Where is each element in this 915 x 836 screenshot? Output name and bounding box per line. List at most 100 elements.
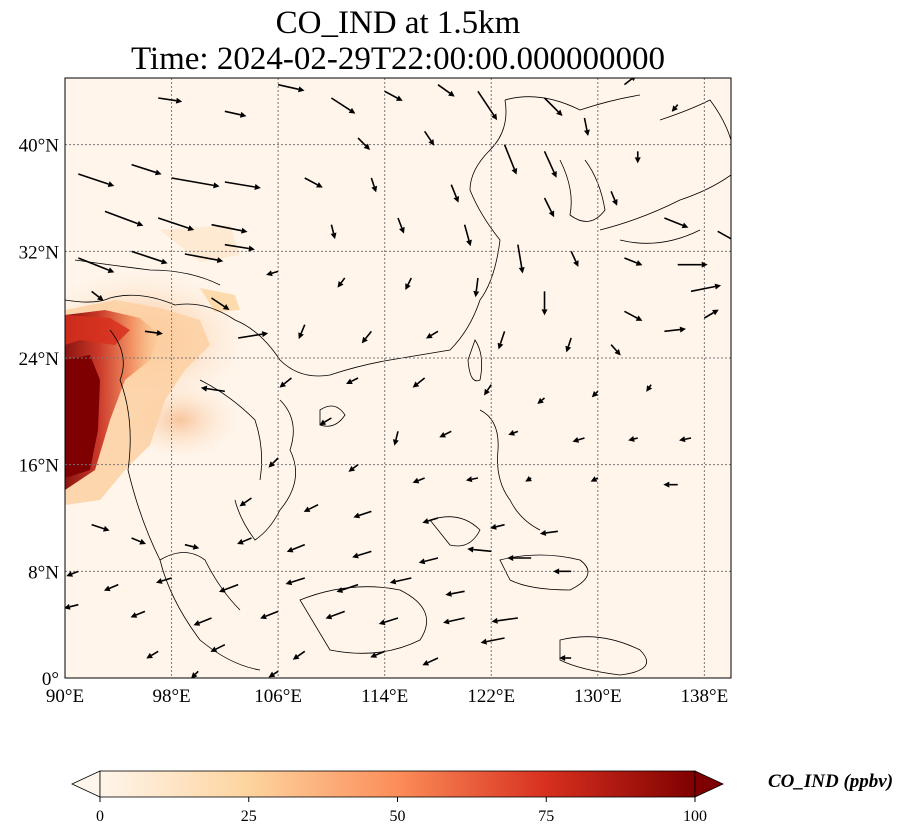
- wind-arrow: [397, 217, 405, 234]
- y-tick-label: 32°N: [19, 242, 60, 263]
- wind-arrow: [66, 570, 79, 577]
- wind-arrow: [664, 217, 689, 229]
- map-time-subtitle: Time: 2024-02-29T22:00:00.000000000: [130, 41, 666, 77]
- wind-arrow: [218, 583, 239, 593]
- wind-arrow: [348, 464, 359, 472]
- wind-arrow: [422, 517, 439, 524]
- x-tick-label: 98°E: [152, 686, 190, 707]
- wind-arrow: [541, 291, 548, 316]
- wind-arrow: [384, 90, 403, 101]
- wind-arrow: [422, 657, 439, 666]
- wind-arrow: [508, 430, 519, 436]
- wind-arrow: [361, 330, 372, 344]
- wind-arrow: [237, 537, 252, 545]
- x-tick-label: 90°E: [46, 686, 84, 707]
- wind-arrow: [412, 377, 426, 388]
- wind-arrow: [268, 670, 279, 678]
- wind-arrow: [260, 610, 279, 620]
- wind-arrow: [211, 297, 230, 310]
- wind-arrow: [352, 550, 372, 559]
- map-title: CO_IND at 1.5km: [275, 5, 521, 41]
- wind-arrow: [200, 385, 225, 393]
- wind-arrow: [565, 337, 572, 353]
- y-tick-label: 24°N: [19, 349, 60, 370]
- wind-arrow: [477, 90, 498, 121]
- wind-arrow: [491, 617, 518, 624]
- wind-arrow: [65, 603, 79, 610]
- wind-arrow: [591, 390, 599, 398]
- wind-arrow: [193, 617, 212, 626]
- wind-arrow: [330, 224, 337, 240]
- wind-arrow: [279, 377, 292, 388]
- wind-arrow: [103, 583, 119, 592]
- wind-arrow: [104, 210, 144, 227]
- wind-arrow: [623, 78, 636, 86]
- map-frame: [64, 77, 732, 679]
- wind-arrow: [517, 244, 525, 274]
- x-tick-label: 130°E: [574, 686, 622, 707]
- wind-arrow: [304, 177, 323, 188]
- colorbar: 0 25 50 75 100 CO_IND (ppbv): [71, 770, 893, 825]
- wind-arrow: [336, 583, 359, 593]
- wind-arrow: [370, 177, 378, 193]
- y-axis-ticks: 0° 8°N 16°N 24°N 32°N 40°N: [19, 136, 60, 690]
- wind-arrow: [553, 568, 572, 575]
- x-axis-ticks: 90°E 98°E 106°E 114°E 122°E 130°E 138°E: [46, 686, 728, 707]
- wind-arrow: [463, 224, 472, 247]
- wind-arrow: [286, 543, 306, 553]
- wind-arrow: [437, 84, 455, 97]
- wind-arrow: [484, 384, 492, 396]
- x-tick-label: 122°E: [467, 686, 515, 707]
- wind-arrow: [634, 151, 641, 164]
- wind-arrow: [392, 431, 399, 446]
- wind-arrow: [539, 529, 558, 536]
- wind-arrow: [78, 173, 115, 187]
- wind-arrow: [525, 475, 532, 482]
- wind-arrow: [418, 557, 439, 565]
- wind-arrow: [473, 277, 480, 298]
- wind-arrow: [445, 590, 465, 597]
- wind-arrow: [224, 243, 255, 252]
- wind-arrow: [439, 430, 452, 438]
- wind-arrow: [131, 250, 168, 265]
- wind-arrow: [389, 577, 412, 585]
- wind-arrow: [131, 537, 146, 545]
- colorbar-tick-label: 50: [390, 808, 406, 825]
- wind-arrow: [337, 277, 346, 288]
- wind-arrow: [679, 436, 692, 443]
- wind-arrow: [91, 290, 104, 301]
- wind-arrow: [184, 543, 200, 550]
- wind-arrow: [91, 523, 110, 532]
- x-tick-label: 138°E: [681, 686, 729, 707]
- wind-arrow: [646, 384, 653, 392]
- map-panel: [65, 78, 731, 678]
- wind-arrow: [292, 650, 306, 660]
- wind-arrow: [353, 510, 372, 519]
- wind-arrow: [671, 104, 679, 112]
- wind-arrow: [155, 577, 172, 584]
- colorbar-max-extend: [694, 770, 724, 798]
- wind-arrow: [158, 97, 183, 104]
- wind-arrow: [664, 326, 686, 333]
- colorbar-tick-label: 25: [241, 808, 257, 825]
- y-tick-label: 8°N: [28, 562, 59, 583]
- wind-arrow: [570, 250, 579, 267]
- wind-arrow: [191, 670, 199, 678]
- colorbar-tick-label: 100: [683, 808, 707, 825]
- wind-arrow: [346, 377, 359, 384]
- colorbar-gradient: [99, 770, 696, 798]
- wind-arrow: [559, 655, 572, 661]
- wind-arrow: [610, 344, 621, 356]
- colorbar-min-extend: [71, 770, 101, 798]
- wind-arrow: [330, 97, 356, 114]
- wind-arrow: [690, 283, 722, 293]
- wind-arrow: [370, 650, 385, 658]
- wind-arrow: [325, 610, 346, 620]
- wind-arrow: [78, 257, 115, 273]
- wind-arrow: [703, 309, 719, 319]
- colorbar-tick-label: 75: [538, 808, 554, 825]
- wind-arrow: [239, 497, 252, 507]
- wind-arrow: [412, 477, 425, 484]
- wind-arrow: [583, 117, 590, 136]
